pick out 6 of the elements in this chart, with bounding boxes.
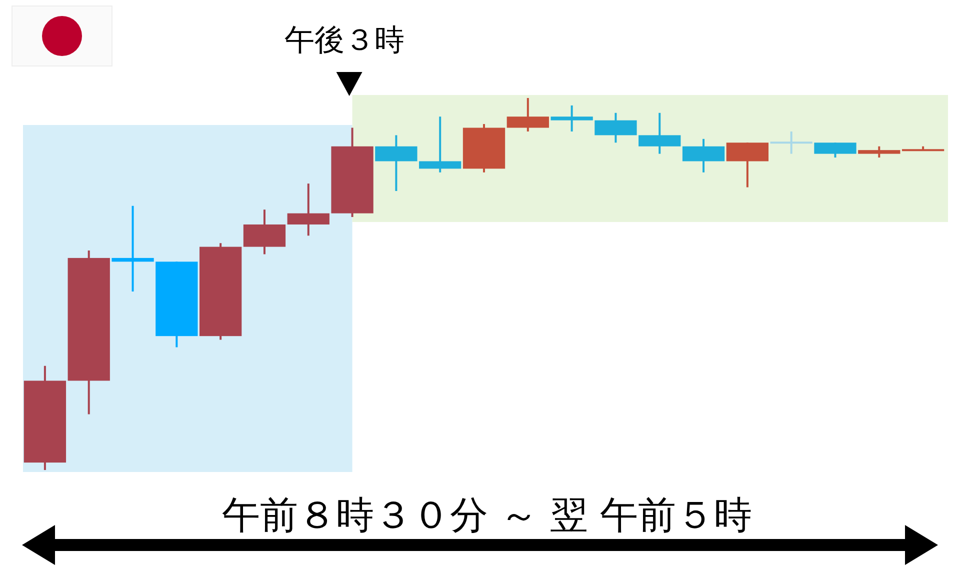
text: 午前８時３０分 ～ 翌 午前５時	[222, 493, 752, 537]
candlestick	[419, 116, 462, 174]
candlestick	[550, 104, 593, 132]
candlestick	[112, 204, 154, 292]
text: 午後３時	[284, 23, 404, 58]
candlestick	[858, 145, 900, 159]
